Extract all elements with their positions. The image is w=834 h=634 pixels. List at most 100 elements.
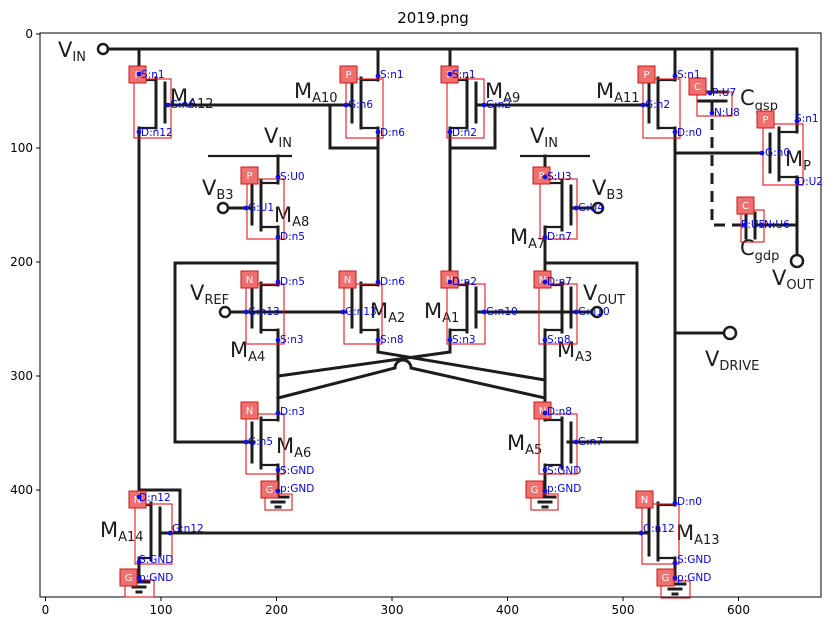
pin-label: G:n12 [643,523,675,535]
x-tick-label: 200 [265,603,288,617]
component-tag-label: C [694,82,701,93]
pin-label: S:n1 [452,69,476,81]
pin-label: S:U0 [280,171,305,183]
pin-label: D:n2 [452,276,477,288]
ma7-label: M [510,225,528,249]
ma5-label-sub: A5 [525,443,542,458]
component-box [642,78,681,139]
vdrive-label: V [705,347,720,371]
ma14-label-sub: A14 [118,530,143,545]
svg-text:MA5: MA5 [507,431,542,458]
component-tag-label: N [539,275,546,286]
component-tag-label: P [538,171,544,182]
x-tick-label: 400 [496,603,519,617]
ma14-label: M [100,518,118,542]
ma12-label: M [170,85,188,109]
vout-terminal [789,253,805,269]
component-tag-label: P [345,70,351,81]
mp-label: M [785,147,803,171]
ma9-label-sub: A9 [503,91,520,106]
svg-text:VIN: VIN [530,124,558,151]
svg-text:MA10: MA10 [294,79,338,106]
vref-terminal [218,305,232,319]
pin-label: D:n8 [547,406,572,418]
svg-text:VREF: VREF [190,281,229,308]
pin-label: P:U7 [712,87,736,99]
svg-text:MA13: MA13 [676,521,720,548]
vref-label-sub: REF [204,293,229,308]
component-tag [240,401,259,420]
component-tag [637,65,656,84]
pin-label: G:n12 [172,523,204,535]
component-tag [440,270,459,289]
pin-label: D:n7 [547,231,572,243]
component-tag [338,270,357,289]
component-tag [688,77,707,96]
mp-label-sub: P [803,159,811,174]
component-tag-label: C [742,201,749,212]
pin-label: G:n0 [765,147,790,159]
vin-label: V [58,38,73,62]
cgsp-label-sub: gsp [755,99,778,114]
ma6-label: M [276,434,294,458]
x-tick-label: 600 [727,603,750,617]
ma4-label-sub: A4 [248,350,265,365]
component-tag-label: P [246,171,252,182]
component-tag [128,490,147,509]
ma10-label: M [294,79,312,103]
vin-label-3-sub: IN [544,136,558,151]
svg-text:MA6: MA6 [276,434,311,461]
pin-label: p:GND [139,572,173,584]
svg-text:MA1: MA1 [424,299,459,326]
vdrive-terminal [722,325,738,341]
ma11-label-sub: A11 [614,91,639,106]
component-tag-label: N [641,495,648,506]
svg-text:VOUT: VOUT [772,266,814,293]
vout-signal-terminal [590,305,604,319]
pin-label: S:GND [677,554,711,566]
x-tick-label: 300 [381,603,404,617]
component-tag-label: G [662,573,670,584]
svg-text:MA8: MA8 [274,203,309,230]
component-tag-label: G [266,485,274,496]
x-tick-label: 500 [612,603,635,617]
svg-text:VOUT: VOUT [583,281,625,308]
component-tag [736,196,755,215]
component-tag [532,166,551,185]
ma5-label: M [507,431,525,455]
y-tick-label: 200 [10,255,33,269]
component-tag-label: G [125,573,133,584]
pin-label: P:U5 [741,219,765,231]
axes-frame [39,32,822,598]
vb3-left-label-sub: B3 [216,188,233,203]
pin-label: G:n2 [645,99,670,111]
x-tick-label: 0 [42,603,50,617]
pin-label: D:n12 [139,492,171,504]
svg-text:MP: MP [785,147,811,174]
ma8-label-sub: A8 [292,215,309,230]
ma2-label: M [370,299,388,323]
pin-label: D:n3 [280,406,305,418]
pin-label: G:n5 [248,436,273,448]
circuit-schematic [96,42,805,596]
svg-text:VDRIVE: VDRIVE [705,347,759,374]
pin-label: S:n8 [547,334,571,346]
pin-label: S:GND [547,465,581,477]
component-tag [525,480,544,499]
pin-label: D:n5 [280,231,305,243]
cgdp-label-sub: gdp [755,249,780,264]
y-tick-label: 0 [25,27,33,41]
svg-text:Cgsp: Cgsp [740,86,778,114]
ma7-label-sub: A7 [528,237,545,252]
component-tag [635,490,654,509]
component-tag-label: N [246,275,253,286]
vout-signal-label-sub: OUT [597,293,625,308]
vin-label-2-sub: IN [278,136,292,151]
ma8-label: M [274,203,292,227]
vb3-right-label-sub: B3 [606,188,623,203]
component-tag-label: N [134,495,141,506]
component-tag [240,270,259,289]
detection-annotations: P S:n1 G:n6 D:n12 P S:n1 G:n6 D:n6 P S:n… [119,65,823,599]
ma4-label: M [230,338,248,362]
pin-label: S:n1 [141,69,165,81]
